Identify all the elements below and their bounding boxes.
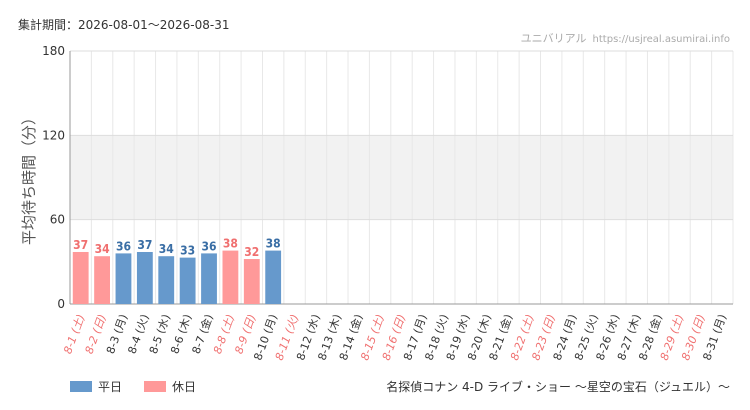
site-credit: ユニバリアル https://usjreal.asumirai.info — [521, 30, 730, 46]
site-name: ユニバリアル — [520, 32, 587, 45]
bar-value-label: 38 — [266, 237, 281, 251]
y-axis-title: 平均待ち時間（分） — [20, 110, 38, 245]
bar — [243, 259, 260, 304]
y-tick-label: 180 — [42, 44, 65, 58]
bar — [179, 257, 196, 304]
y-tick-label: 120 — [42, 128, 65, 142]
site-url[interactable]: https://usjreal.asumirai.info — [592, 34, 730, 45]
legend-swatch-holiday — [144, 381, 167, 392]
period-label: 集計期間：2026-08-01～2026-08-31 — [18, 18, 230, 32]
bar — [72, 251, 89, 304]
legend-item-weekday: 平日 — [70, 378, 122, 395]
bar — [136, 251, 153, 304]
bar-value-label: 34 — [159, 242, 175, 256]
legend-item-holiday: 休日 — [144, 378, 196, 395]
bar-value-label: 33 — [180, 244, 195, 258]
legend-label-holiday: 休日 — [172, 380, 197, 394]
bar — [265, 250, 282, 304]
bar — [94, 256, 110, 304]
y-tick-label: 60 — [50, 213, 65, 227]
attraction-name: 名探偵コナン 4-D ライブ・ショー ～星空の宝石（ジュエル）～ — [386, 380, 730, 394]
bar-value-label: 36 — [202, 239, 217, 253]
y-tick-label: 0 — [57, 297, 65, 311]
bar-value-label: 37 — [137, 238, 152, 252]
bar-value-label: 37 — [73, 238, 88, 252]
shaded-band — [70, 135, 733, 220]
bar-value-label: 34 — [95, 242, 111, 256]
bar-value-label: 36 — [116, 239, 131, 253]
bar — [222, 250, 239, 304]
legend-label-weekday: 平日 — [98, 380, 123, 394]
bar — [201, 253, 217, 304]
bar — [115, 253, 132, 304]
legend: 平日 休日 — [70, 378, 196, 395]
legend-swatch-weekday — [70, 381, 92, 392]
bar-value-label: 38 — [223, 237, 238, 251]
bar-value-label: 32 — [244, 245, 259, 259]
bar — [158, 256, 175, 304]
